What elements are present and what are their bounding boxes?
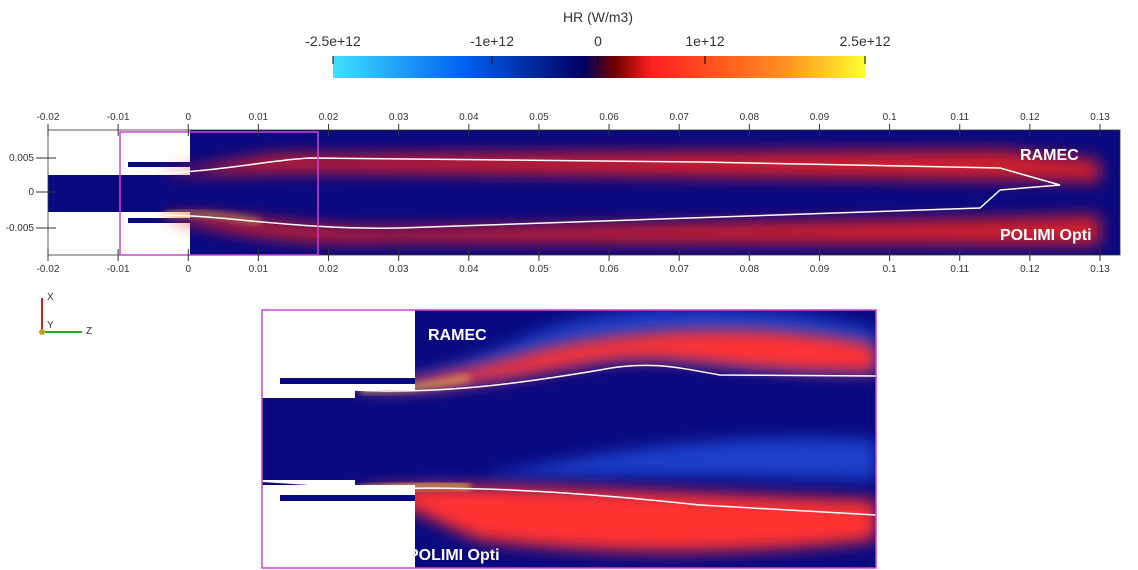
z-tick-label-top: 0.06 <box>599 112 619 123</box>
colorbar-tick-label: 1e+12 <box>685 33 725 49</box>
z-tick-label-bottom: 0.02 <box>319 264 339 275</box>
z-tick-label-top: 0.13 <box>1090 112 1110 123</box>
z-tick-label-bottom: -0.01 <box>107 264 130 275</box>
z-tick-label-bottom: 0.06 <box>599 264 619 275</box>
main-label-bottom: POLIMI Opti <box>1000 227 1092 244</box>
triad-y: Y <box>47 320 54 331</box>
z-tick-label-top: 0.03 <box>389 112 409 123</box>
inset-frame <box>261 309 877 569</box>
colorbar-tick-label: -2.5e+12 <box>305 33 361 49</box>
z-tick-label-top: 0.05 <box>529 112 549 123</box>
z-tick-label-bottom: 0.08 <box>740 264 760 275</box>
z-tick-label-top: 0.08 <box>740 112 760 123</box>
inset-field <box>262 310 876 568</box>
z-tick-label-bottom: 0.12 <box>1020 264 1040 275</box>
z-tick-label-top: 0.07 <box>669 112 689 123</box>
z-tick-label-bottom: 0.05 <box>529 264 549 275</box>
z-tick-label-bottom: 0.1 <box>883 264 897 275</box>
colorbar-title: HR (W/m3) <box>563 9 633 25</box>
triad-x: X <box>47 292 54 303</box>
z-tick-label-bottom: 0.07 <box>669 264 689 275</box>
z-tick-label-top: -0.02 <box>37 112 60 123</box>
axes-triad: X Y Z <box>39 292 92 337</box>
z-tick-label-top: 0.12 <box>1020 112 1040 123</box>
z-tick-label-bottom: 0.03 <box>389 264 409 275</box>
colorbar-tick-label: -1e+12 <box>470 33 514 49</box>
z-tick-label-top: 0 <box>185 112 191 123</box>
z-tick-label-top: 0.09 <box>810 112 830 123</box>
z-tick-label-bottom: 0.11 <box>950 264 969 275</box>
z-tick-label-top: 0.02 <box>319 112 339 123</box>
main-field <box>48 130 1120 255</box>
main-label-top: RAMEC <box>1020 147 1079 164</box>
z-tick-label-top: 0.01 <box>249 112 269 123</box>
zoom-box <box>119 131 319 256</box>
inset-label-top: RAMEC <box>428 327 487 344</box>
z-tick-label-top: -0.01 <box>107 112 130 123</box>
z-tick-label-top: 0.1 <box>883 112 897 123</box>
x-tick-label: 0.005 <box>9 153 34 164</box>
z-tick-label-bottom: -0.02 <box>37 264 60 275</box>
z-tick-label-top: 0.11 <box>950 112 969 123</box>
x-tick-label: -0.005 <box>6 223 35 234</box>
colorbar <box>333 56 865 78</box>
triad-z: Z <box>86 326 92 337</box>
z-tick-label-bottom: 0.01 <box>249 264 269 275</box>
z-tick-label-top: 0.04 <box>459 112 479 123</box>
colorbar-tick-label: 2.5e+12 <box>840 33 891 49</box>
z-tick-label-bottom: 0.09 <box>810 264 830 275</box>
z-tick-label-bottom: 0.04 <box>459 264 479 275</box>
x-tick-label: 0 <box>28 187 34 198</box>
z-tick-label-bottom: 0 <box>185 264 191 275</box>
z-tick-label-bottom: 0.13 <box>1090 264 1110 275</box>
inset-label-bottom: POLIMI Opti <box>408 547 500 564</box>
colorbar-tick-label: 0 <box>594 33 602 49</box>
